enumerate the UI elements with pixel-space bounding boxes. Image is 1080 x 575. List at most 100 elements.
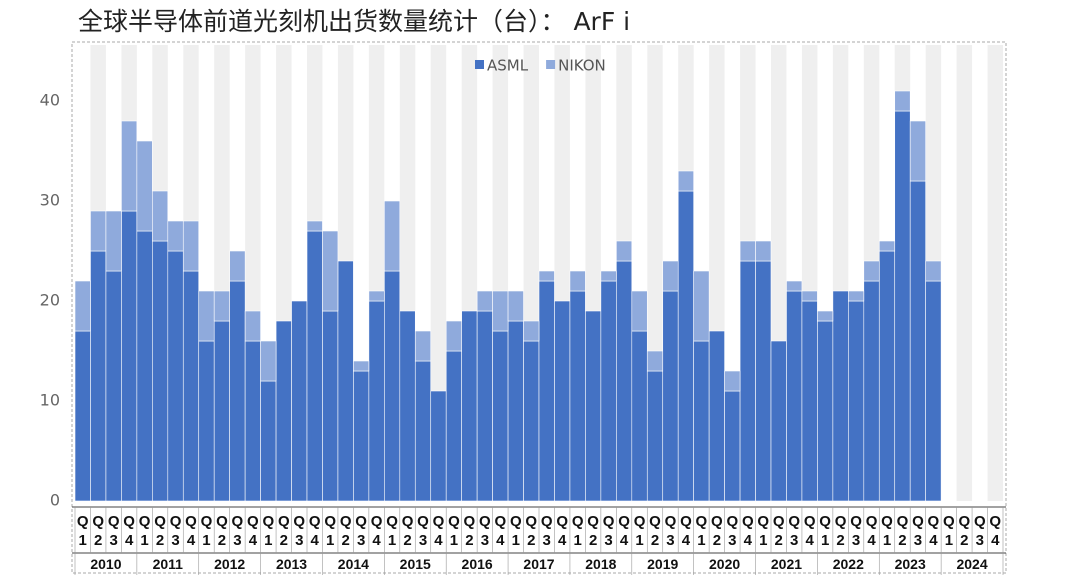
x-tick-label: Q1 xyxy=(200,513,213,549)
bar xyxy=(182,270,200,502)
bar xyxy=(569,290,586,502)
bar xyxy=(229,250,246,282)
x-tick-label: Q4 xyxy=(432,513,445,549)
bar xyxy=(646,350,664,372)
year-label: 2015 xyxy=(399,556,431,572)
bar xyxy=(554,300,571,502)
bar xyxy=(74,330,91,502)
bar xyxy=(817,320,834,502)
bar xyxy=(585,310,602,502)
x-tick-label: Q1 xyxy=(571,513,584,549)
x-tick-label: Q4 xyxy=(865,513,878,549)
bar xyxy=(755,260,772,502)
background-stripe xyxy=(956,45,973,501)
x-tick-label: Q1 xyxy=(943,513,955,549)
bar xyxy=(368,300,385,502)
bar xyxy=(136,140,153,232)
bar xyxy=(631,330,648,502)
legend-swatch xyxy=(546,60,556,69)
x-tick-label: Q2 xyxy=(463,513,476,549)
bar xyxy=(832,290,849,502)
year-label: 2017 xyxy=(523,556,555,572)
bar xyxy=(353,360,370,372)
x-tick-label: Q1 xyxy=(695,513,708,549)
x-tick-label: Q3 xyxy=(107,513,120,549)
x-tick-label: Q2 xyxy=(711,513,723,549)
x-tick-label: Q2 xyxy=(92,513,105,549)
bar xyxy=(616,260,633,502)
x-tick-label: Q2 xyxy=(154,513,166,549)
bar xyxy=(739,240,756,262)
bar xyxy=(198,290,215,342)
year-label: 2010 xyxy=(90,556,122,572)
bar xyxy=(878,250,896,502)
bar xyxy=(445,350,462,502)
x-tick-label: Q3 xyxy=(602,513,615,549)
x-tick-label: Q2 xyxy=(587,513,599,549)
bar xyxy=(167,250,184,502)
bar xyxy=(848,300,865,502)
x-tick-label: Q4 xyxy=(494,513,507,549)
bar xyxy=(708,330,725,502)
bar xyxy=(909,120,926,182)
x-tick-label: Q1 xyxy=(262,513,275,549)
bar xyxy=(105,210,122,272)
background-stripe xyxy=(987,45,1003,501)
bar xyxy=(414,360,432,502)
x-tick-label: Q3 xyxy=(417,513,429,549)
bar xyxy=(322,310,339,502)
bar xyxy=(167,220,184,252)
x-tick-label: Q1 xyxy=(138,513,151,549)
bar xyxy=(894,110,911,502)
bar xyxy=(538,270,555,282)
bar xyxy=(322,230,339,312)
x-tick-label: Q2 xyxy=(896,513,909,549)
bar xyxy=(368,290,385,302)
bar xyxy=(90,250,107,502)
bar xyxy=(863,260,880,282)
bar xyxy=(507,290,524,322)
x-tick-label: Q4 xyxy=(989,513,1002,549)
bar xyxy=(152,190,169,242)
bar xyxy=(894,90,911,112)
bar xyxy=(384,200,401,272)
x-tick-label: Q1 xyxy=(633,513,646,549)
x-tick-label: Q1 xyxy=(386,513,398,549)
legend-label: NIKON xyxy=(558,57,606,75)
bar xyxy=(662,260,679,292)
x-tick-label: Q3 xyxy=(169,513,182,549)
bar xyxy=(90,210,107,252)
x-tick-label: Q3 xyxy=(664,513,677,549)
bar xyxy=(662,290,679,502)
x-tick-label: Q4 xyxy=(556,513,569,549)
bar xyxy=(492,290,509,332)
x-tick-label: Q1 xyxy=(757,513,770,549)
bar xyxy=(275,320,292,502)
bar xyxy=(198,340,215,502)
legend-swatch xyxy=(475,60,484,69)
year-label: 2022 xyxy=(832,556,864,572)
x-tick-label: Q4 xyxy=(741,513,754,549)
bar xyxy=(677,170,694,192)
x-tick-label: Q3 xyxy=(973,513,986,549)
x-tick-label: Q3 xyxy=(293,513,306,549)
bar xyxy=(74,280,91,332)
bar xyxy=(848,290,865,302)
bar xyxy=(786,280,803,292)
bar xyxy=(476,290,493,312)
bar xyxy=(925,260,942,282)
bar xyxy=(229,280,246,502)
bar xyxy=(182,220,200,272)
x-tick-label: Q4 xyxy=(803,513,816,549)
year-label: 2021 xyxy=(770,556,803,572)
bar xyxy=(492,330,509,502)
x-tick-label: Q2 xyxy=(401,513,414,549)
bar xyxy=(677,190,694,502)
bar xyxy=(507,320,524,502)
bar xyxy=(523,320,540,342)
x-tick-label: Q3 xyxy=(231,513,244,549)
bar xyxy=(863,280,880,502)
bar xyxy=(600,270,617,282)
